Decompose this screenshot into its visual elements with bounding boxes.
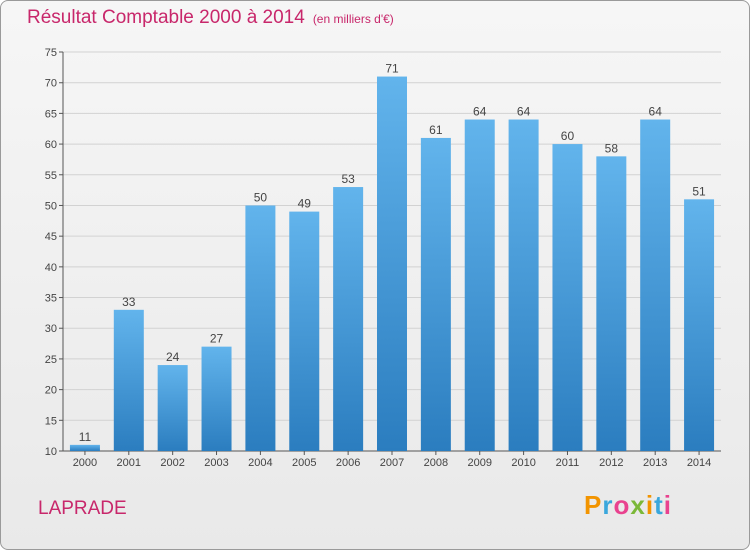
commune-name: LAPRADE bbox=[38, 498, 127, 519]
bars bbox=[69, 76, 715, 452]
data-label: 49 bbox=[298, 197, 312, 211]
bar bbox=[464, 119, 495, 452]
y-tick-label: 40 bbox=[45, 262, 57, 274]
y-tick-label: 20 bbox=[45, 385, 57, 397]
data-label: 27 bbox=[210, 332, 224, 346]
x-tick-label: 2009 bbox=[467, 457, 491, 469]
x-tick-label: 2010 bbox=[511, 457, 535, 469]
proxiti-logo: Proxiti bbox=[584, 490, 672, 521]
logo-letter: x bbox=[630, 490, 646, 520]
data-label: 53 bbox=[341, 172, 355, 186]
bar bbox=[201, 346, 232, 451]
bar bbox=[420, 137, 451, 451]
x-tick-label: 2006 bbox=[336, 457, 360, 469]
bar bbox=[508, 119, 539, 452]
bar bbox=[245, 205, 276, 451]
y-tick-label: 65 bbox=[45, 108, 57, 120]
y-tick-label: 15 bbox=[45, 415, 57, 427]
x-tick-label: 2004 bbox=[248, 457, 272, 469]
x-tick-label: 2008 bbox=[424, 457, 448, 469]
y-tick-label: 45 bbox=[45, 231, 57, 243]
y-tick-label: 70 bbox=[45, 78, 57, 90]
logo-letter: i bbox=[645, 490, 655, 520]
logo-letter: o bbox=[613, 490, 631, 520]
y-tick-label: 55 bbox=[45, 170, 57, 182]
y-tick-label: 35 bbox=[45, 293, 57, 305]
x-tick-label: 2001 bbox=[117, 457, 141, 469]
chart-title-text: Résultat Comptable 2000 à 2014 bbox=[27, 7, 305, 28]
bar bbox=[596, 156, 627, 451]
x-tick-label: 2005 bbox=[292, 457, 316, 469]
bar bbox=[157, 365, 188, 451]
logo-letter: i bbox=[663, 490, 672, 520]
x-tick-label: 2002 bbox=[160, 457, 184, 469]
data-label: 11 bbox=[79, 430, 92, 444]
x-tick-label: 2000 bbox=[73, 457, 97, 469]
data-label: 33 bbox=[122, 295, 136, 309]
data-label: 64 bbox=[473, 105, 487, 119]
data-label: 64 bbox=[517, 105, 531, 119]
x-tick-label: 2003 bbox=[204, 457, 228, 469]
chart-unit: (en milliers d'€) bbox=[312, 12, 394, 26]
x-tick-label: 2011 bbox=[556, 457, 580, 469]
y-tick-label: 10 bbox=[45, 446, 57, 458]
bar bbox=[289, 211, 320, 451]
y-tick-labels: 10 15 20 25 30 35 40 45 50 55 60 65 70 75 bbox=[45, 47, 63, 458]
data-label: 71 bbox=[385, 62, 399, 76]
x-tick-label: 2007 bbox=[380, 457, 404, 469]
y-tick-label: 30 bbox=[45, 323, 57, 335]
y-tick-label: 25 bbox=[45, 354, 57, 366]
y-tick-label: 75 bbox=[45, 47, 57, 59]
logo-letter: r bbox=[602, 490, 614, 520]
y-tick-label: 50 bbox=[45, 200, 57, 212]
y-tick-label: 60 bbox=[45, 139, 57, 151]
bar bbox=[333, 187, 364, 452]
bar bbox=[113, 309, 144, 451]
data-label: 24 bbox=[166, 350, 180, 364]
x-tick-labels: 2000 2001 2002 2003 2004 2005 2006 2007 2008 2009… bbox=[73, 451, 711, 469]
bar bbox=[640, 119, 671, 452]
logo-letter: P bbox=[584, 490, 603, 520]
bar bbox=[377, 76, 407, 452]
data-label: 60 bbox=[561, 129, 575, 143]
data-label: 51 bbox=[692, 184, 706, 198]
x-tick-label: 2014 bbox=[687, 457, 711, 469]
x-tick-label: 2013 bbox=[643, 457, 667, 469]
logo-letter: t bbox=[654, 490, 664, 520]
bar bbox=[684, 199, 715, 451]
data-labels: 11 33 24 27 50 49 53 71 61 64 64 60 58 64 51 bbox=[79, 62, 706, 444]
bar bbox=[552, 144, 583, 452]
data-label: 64 bbox=[649, 105, 663, 119]
bar bbox=[69, 444, 100, 451]
x-tick-label: 2012 bbox=[599, 457, 623, 469]
data-label: 61 bbox=[429, 123, 443, 137]
data-label: 58 bbox=[605, 141, 619, 155]
chart-title: Résultat Comptable 2000 à 2014 (en millie… bbox=[27, 7, 394, 29]
data-label: 50 bbox=[254, 190, 268, 204]
